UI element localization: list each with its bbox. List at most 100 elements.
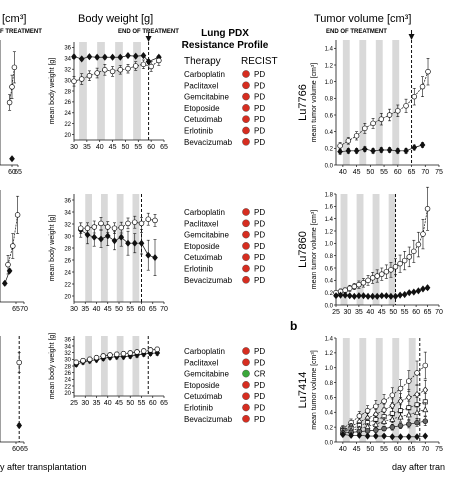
y-tick-label: 26 bbox=[64, 258, 71, 264]
x-tick-label: 30 bbox=[344, 309, 352, 316]
data-point bbox=[388, 292, 394, 300]
data-point bbox=[419, 141, 426, 149]
data-point bbox=[394, 147, 401, 155]
y-tick-label: 1.4 bbox=[325, 336, 334, 342]
data-point bbox=[154, 346, 161, 353]
x-tick-label: 30 bbox=[81, 400, 89, 407]
data-point bbox=[16, 359, 22, 366]
data-point bbox=[147, 347, 154, 353]
x-tick-label: 50 bbox=[366, 169, 374, 176]
data-point bbox=[360, 280, 367, 286]
data-point bbox=[9, 155, 15, 163]
therapy-name: Etoposide bbox=[184, 104, 220, 113]
therapy-name: Paclitaxel bbox=[184, 81, 218, 90]
y-tick-label: 0.6 bbox=[325, 266, 334, 272]
data-point bbox=[84, 225, 91, 231]
series bbox=[337, 58, 431, 150]
y-tick-label: 22 bbox=[64, 384, 71, 390]
data-point bbox=[414, 433, 420, 441]
treatment-band bbox=[116, 336, 124, 396]
x-tick-label: 55 bbox=[126, 306, 134, 313]
model-label: Lu7414 bbox=[297, 372, 309, 409]
end-of-treatment-arrow bbox=[145, 36, 152, 42]
series bbox=[77, 212, 158, 234]
data-point bbox=[100, 353, 106, 359]
data-point bbox=[405, 433, 412, 441]
data-point bbox=[389, 424, 396, 430]
therapy-name: Gemcitabine bbox=[184, 231, 229, 240]
recist-value: PD bbox=[254, 127, 265, 136]
series bbox=[71, 55, 162, 87]
treatment-band bbox=[342, 40, 350, 165]
recist-indicator bbox=[242, 242, 250, 250]
chart-tv1: 40 45 50 55 60 65 70 75 0.0 0.2 0.4 0.6 0.8 1.0 1.2 1.4… bbox=[297, 30, 443, 176]
y-tick-label: 26 bbox=[64, 100, 71, 106]
data-point bbox=[94, 53, 100, 61]
chart-tv2: 25 30 35 40 45 50 55 60 65 70 0.0 0.2 0.4 0.6 0.8 1.0 1.… bbox=[297, 186, 443, 316]
data-point bbox=[351, 292, 358, 300]
data-point bbox=[345, 147, 352, 155]
data-point bbox=[353, 147, 360, 155]
x-tick-label: 40 bbox=[96, 144, 104, 151]
treatment-band bbox=[132, 336, 140, 396]
data-point bbox=[424, 206, 431, 212]
y-axis-label: mean tumor volume [cm³] bbox=[311, 350, 318, 429]
recist-indicator bbox=[242, 126, 250, 135]
x-tick-label: 65 bbox=[14, 169, 22, 176]
data-point bbox=[127, 350, 133, 356]
data-point bbox=[411, 93, 418, 100]
data-point bbox=[369, 292, 376, 300]
treatment-band bbox=[359, 40, 367, 165]
model-label: Lu7860 bbox=[297, 231, 309, 268]
data-point bbox=[381, 418, 388, 424]
data-point bbox=[415, 241, 422, 248]
data-point bbox=[113, 351, 120, 358]
x-tick-label: 40 bbox=[104, 400, 112, 407]
data-point bbox=[410, 288, 417, 296]
x-tick-label: 60 bbox=[412, 309, 420, 316]
recist-value: PD bbox=[254, 415, 265, 424]
y-tick-label: 22 bbox=[64, 122, 71, 128]
data-point bbox=[374, 292, 381, 300]
recist-indicator bbox=[242, 392, 250, 401]
data-point bbox=[118, 233, 125, 241]
data-point bbox=[364, 432, 371, 440]
treatment-band bbox=[408, 338, 416, 442]
therapy-name: Carboplatin bbox=[184, 70, 225, 79]
recist-value: PD bbox=[254, 404, 265, 413]
x-tick-label: 45 bbox=[378, 309, 386, 316]
y-tick-label: 1.6 bbox=[325, 205, 334, 211]
y-tick-label: 1.2 bbox=[325, 229, 334, 235]
y-tick-label: 1.4 bbox=[325, 47, 334, 53]
y-tick-label: 20 bbox=[64, 391, 71, 397]
series bbox=[5, 195, 21, 275]
data-point bbox=[111, 237, 118, 245]
y-tick-label: 32 bbox=[64, 68, 71, 74]
data-point bbox=[148, 63, 154, 70]
x-tick-label: 60 bbox=[8, 169, 16, 176]
data-point bbox=[422, 406, 429, 413]
data-point bbox=[86, 356, 93, 363]
data-point bbox=[405, 411, 412, 418]
data-point bbox=[397, 260, 403, 267]
data-point bbox=[424, 284, 431, 292]
data-point bbox=[346, 285, 353, 292]
x-tick-label: 55 bbox=[380, 446, 388, 453]
data-point bbox=[107, 352, 113, 358]
y-tick-label: 32 bbox=[64, 351, 71, 357]
left-unit-header: [cm³] bbox=[2, 13, 26, 25]
therapy-name: Bevacizumab bbox=[184, 138, 233, 147]
data-point bbox=[397, 397, 404, 405]
therapy-name: Carboplatin bbox=[184, 347, 225, 356]
profile-title-line2: Resistance Profile bbox=[182, 40, 269, 51]
recist-indicator bbox=[242, 70, 250, 78]
treatment-band bbox=[133, 42, 141, 140]
data-point bbox=[378, 116, 385, 122]
treatment-band bbox=[372, 194, 380, 305]
data-point bbox=[386, 146, 393, 154]
therapy-name: Gemcitabine bbox=[184, 370, 229, 379]
data-point bbox=[104, 224, 111, 230]
y-tick-label: 0.8 bbox=[325, 381, 334, 387]
data-point bbox=[395, 108, 401, 114]
y-axis-label: mean tumor volume [cm³] bbox=[311, 63, 318, 142]
